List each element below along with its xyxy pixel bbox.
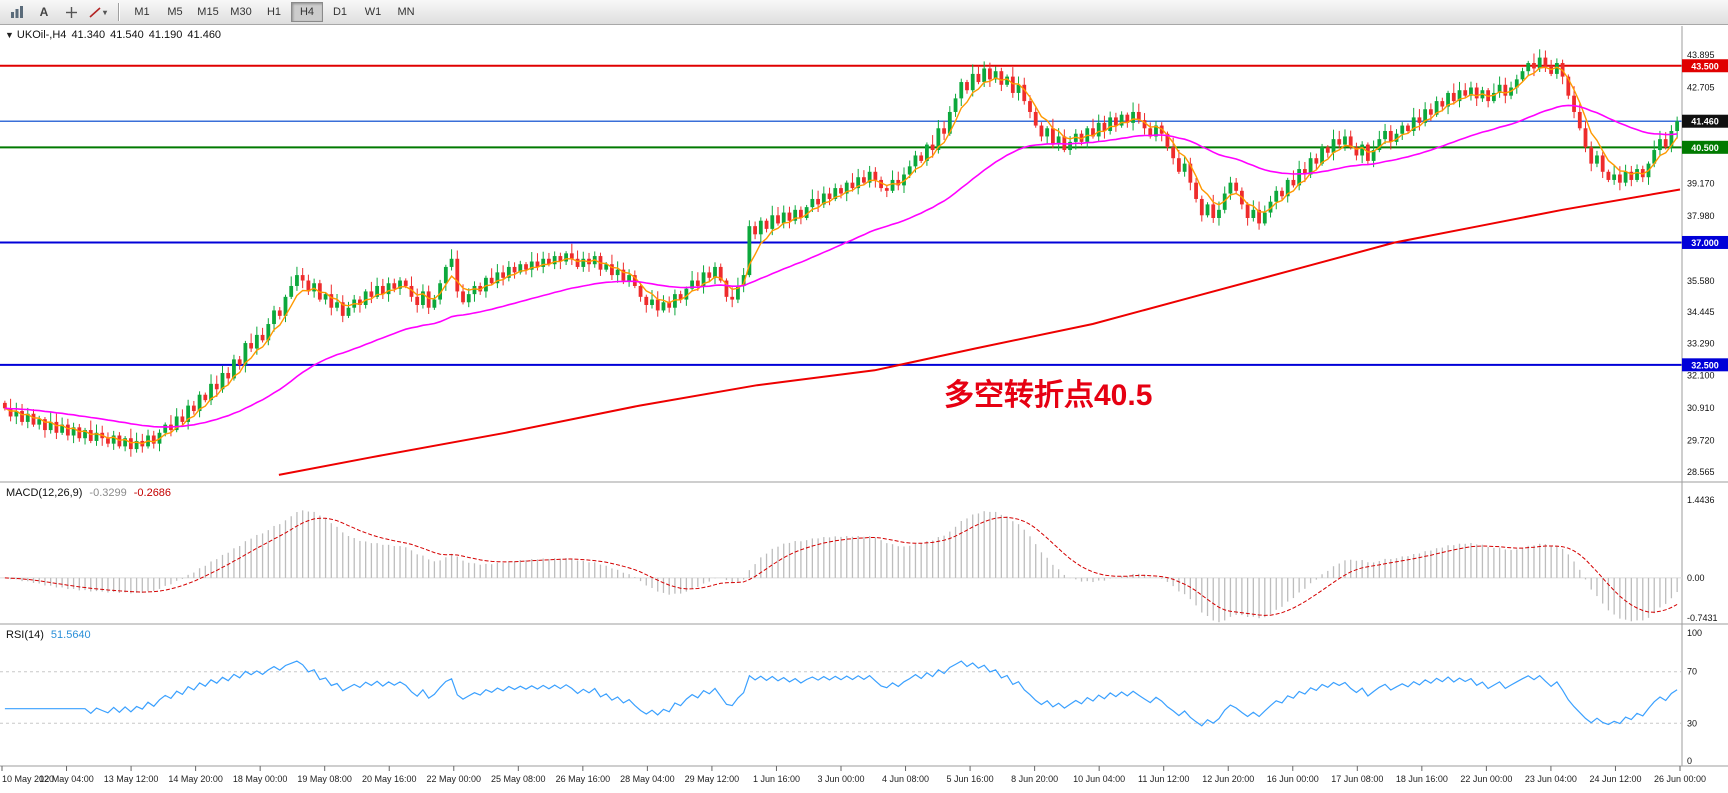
macd-axis-label: -0.7431 [1687,613,1718,623]
low-value: 41.190 [148,29,183,41]
price-axis-label: 32.100 [1687,371,1715,381]
timeframe-button-m15[interactable]: M15 [197,6,219,18]
rsi-axis-label: 70 [1687,667,1697,677]
ma-line-slow [278,188,1681,476]
time-axis-label: 29 May 12:00 [685,774,740,784]
time-axis-label: 23 Jun 04:00 [1525,774,1577,784]
chart-annotation-text: 多空转折点40.5 [944,379,1153,412]
toolbar-separator [118,3,120,21]
rsi-label: RSI(14) [6,629,44,641]
macd-indicator-header: MACD(12,26,9) -0.3299 -0.2686 [6,487,171,499]
time-axis-label: 4 Jun 08:00 [882,774,929,784]
chart-canvas[interactable]: 43.895 42.705 39.170 37.980 35.580 34.445 33.2… [0,26,1728,793]
timeframe-button-group: M1 M5 M15 M30 H1 H4 D1 W1 MN [126,2,423,22]
moving-averages-layer [4,66,1681,476]
price-axis-label: 39.170 [1687,178,1715,188]
macd-axis-label: 1.4436 [1687,495,1715,505]
timeframe-button-mn[interactable]: MN [397,6,415,18]
price-badge: 43.500 [1691,61,1719,71]
price-badge: 32.500 [1691,360,1719,370]
macd-panel: 1.4436 0.00 -0.7431 [0,495,1718,623]
price-badge: 41.460 [1691,117,1719,127]
chart-header: ▼ UKOil-,H4 41.340 41.540 41.190 41.460 [5,29,226,41]
price-axis-label: 28.565 [1687,467,1715,477]
price-axis-label: 42.705 [1687,82,1715,92]
time-axis-label: 16 Jun 00:00 [1267,774,1319,784]
time-axis-label: 26 May 16:00 [556,774,611,784]
time-axis-label: 22 Jun 00:00 [1460,774,1512,784]
timeframe-button-m5[interactable]: M5 [167,6,183,18]
chart-region: 43.895 42.705 39.170 37.980 35.580 34.445 33.2… [0,26,1728,793]
rsi-value: 51.5640 [50,629,91,641]
time-axis-label: 13 May 12:00 [104,774,159,784]
time-axis-label: 19 May 08:00 [297,774,352,784]
time-axis-label: 18 May 00:00 [233,774,288,784]
trendline-tool-button[interactable]: ▾ [85,2,111,23]
rsi-axis-label: 100 [1687,628,1702,638]
symbol-period-label: UKOil-,H4 [16,29,67,41]
time-axis-label: 3 Jun 00:00 [817,774,864,784]
time-axis-label: 17 Jun 08:00 [1331,774,1383,784]
price-axis-label: 43.895 [1687,50,1715,60]
price-axis-label: 34.445 [1687,307,1715,317]
macd-axis-label: 0.00 [1687,573,1705,583]
horizontal-lines-layer [0,64,1682,366]
time-axis-label: 5 Jun 16:00 [947,774,994,784]
macd-signal-value: -0.2686 [133,487,172,499]
open-value: 41.340 [71,29,106,41]
high-value: 41.540 [110,29,144,41]
timeframe-button-w1[interactable]: W1 [364,6,382,18]
ma-line-fast [4,66,1678,445]
rsi-axis-label: 0 [1687,756,1692,766]
macd-main-value: -0.3299 [89,487,127,499]
time-axis-label: 1 Jun 16:00 [753,774,800,784]
time-axis-label: 12 May 04:00 [39,774,94,784]
candlestick-series [2,49,1680,457]
chevron-down-icon: ▾ [102,7,107,17]
time-axis-label: 12 Jun 20:00 [1202,774,1254,784]
panel-separators [0,26,1728,767]
time-axis-label: 25 May 08:00 [491,774,546,784]
chart-type-icon[interactable] [4,2,30,23]
price-axis-label: 37.980 [1687,211,1715,221]
close-value: 41.460 [187,29,222,41]
toolbar: A ▾ M1 M5 M15 M30 H1 H4 D1 W1 MN [0,0,1728,25]
timeframe-button-h4[interactable]: H4 [291,2,323,22]
collapse-arrow-icon[interactable]: ▼ [5,30,14,40]
price-axis: 43.895 42.705 39.170 37.980 35.580 34.445 33.2… [1682,50,1728,477]
time-axis-label: 28 May 04:00 [620,774,675,784]
timeframe-button-d1[interactable]: D1 [332,6,348,18]
price-badge: 37.000 [1691,238,1719,248]
price-axis-label: 35.580 [1687,276,1715,286]
time-axis-label: 26 Jun 00:00 [1654,774,1706,784]
time-axis-label: 14 May 20:00 [168,774,223,784]
timeframe-button-h1[interactable]: H1 [266,6,282,18]
price-axis-label: 30.910 [1687,403,1715,413]
time-axis-label: 20 May 16:00 [362,774,417,784]
time-axis-label: 18 Jun 16:00 [1396,774,1448,784]
rsi-panel: 100 70 30 0 [0,628,1702,766]
price-badge: 40.500 [1691,143,1719,153]
time-axis-label: 11 Jun 12:00 [1138,774,1189,784]
time-axis-label: 10 Jun 04:00 [1073,774,1125,784]
time-axis-label: 24 Jun 12:00 [1589,774,1641,784]
time-axis-label: 8 Jun 20:00 [1011,774,1058,784]
text-tool-button[interactable]: A [31,2,57,23]
ma-line-mid [4,104,1678,428]
macd-label: MACD(12,26,9) [6,487,83,499]
text-tool-label: A [39,5,49,19]
rsi-line [4,660,1678,727]
crosshair-tool-button[interactable] [58,2,84,23]
timeframe-button-m30[interactable]: M30 [230,6,252,18]
time-axis-label: 10 May 2020 [2,774,54,784]
timeframe-button-m1[interactable]: M1 [134,6,150,18]
price-axis-label: 29.720 [1687,435,1715,445]
price-axis-label: 33.290 [1687,338,1715,348]
time-axis-label: 22 May 00:00 [426,774,481,784]
rsi-axis-label: 30 [1687,718,1697,728]
rsi-indicator-header: RSI(14) 51.5640 [6,629,91,641]
macd-signal-line [4,516,1678,616]
